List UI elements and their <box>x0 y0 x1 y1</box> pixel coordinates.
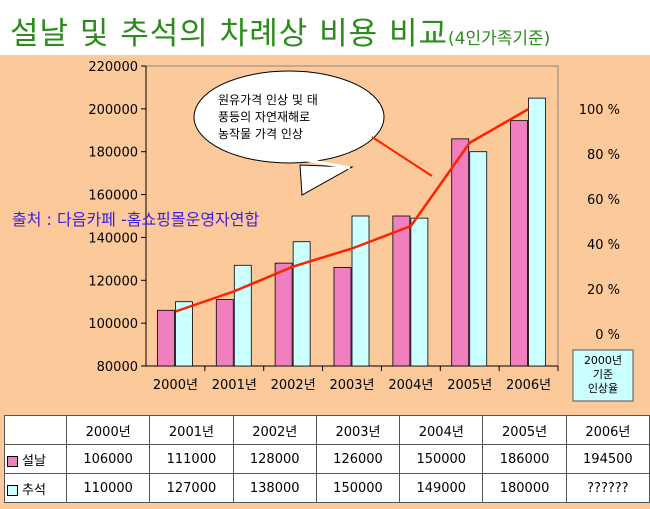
table-header-cell: 2005년 <box>482 415 567 445</box>
x-tick-label: 2006년 <box>506 378 551 393</box>
table-corner-cell <box>3 415 68 445</box>
table-cell: 194500 <box>565 444 650 474</box>
bar-chuseok <box>233 264 252 367</box>
bar-seollal <box>157 309 175 367</box>
row-label-text: 추석 <box>22 482 46 498</box>
title-bar: 설날 및 추석의 차례상 비용 비교(4인가족기준) <box>0 0 650 55</box>
table-cell: 138000 <box>232 473 317 503</box>
data-table-area: 2000년 2001년 2002년 2003년 2004년 2005년 2006… <box>0 402 650 509</box>
bar-chuseok <box>410 217 429 367</box>
y2-tick-label: 20 % <box>587 283 620 298</box>
y2-tick-label: 60 % <box>587 193 620 208</box>
y2-tick-label: 40 % <box>587 238 620 253</box>
y2-tick-label: 80 % <box>587 148 620 163</box>
x-tick-label: 2003년 <box>329 378 374 393</box>
row-label-seollal: 설날 <box>3 444 68 474</box>
y-tick-label: 80000 <box>97 360 138 375</box>
table-cell: 180000 <box>482 473 567 503</box>
table-row: 설날 106000 111000 128000 126000 150000 18… <box>3 444 650 474</box>
table-header-cell: 2006년 <box>565 415 650 445</box>
table-cell: 150000 <box>315 473 401 503</box>
y-tick-label: 100000 <box>88 317 138 332</box>
table-header-row: 2000년 2001년 2002년 2003년 2004년 2005년 2006… <box>3 415 650 445</box>
table-header-cell: 2001년 <box>149 415 234 445</box>
y-tick-label: 160000 <box>88 189 138 204</box>
table-cell: 150000 <box>399 444 484 474</box>
bar-chuseok <box>292 241 311 367</box>
y2-tick-label: 0 % <box>595 328 620 343</box>
chart-area: 80000 100000 120000 140000 160000 180000 20000… <box>0 55 650 402</box>
table-cell: 128000 <box>232 444 317 474</box>
increase-rate-line <box>175 107 530 313</box>
table-header-cell: 2003년 <box>315 415 401 445</box>
right-axis-title-line: 2000년 <box>584 354 622 367</box>
table-header-cell: 2002년 <box>232 415 317 445</box>
bar-seollal <box>215 299 234 367</box>
legend-swatch-chuseok <box>7 484 18 496</box>
chart: 80000 100000 120000 140000 160000 180000 20000… <box>88 60 634 402</box>
x-tick-label: 2002년 <box>271 378 316 393</box>
callout-pointer <box>299 164 354 196</box>
table-cell: 126000 <box>315 444 401 474</box>
table-cell: ?????? <box>565 473 650 503</box>
y-tick-label: 120000 <box>88 274 138 289</box>
x-tick-label: 2000년 <box>153 378 198 393</box>
right-axis-title-line: 인상율 <box>588 382 618 395</box>
table-cell: 106000 <box>66 444 151 474</box>
bar-chuseok <box>469 151 488 367</box>
callout-leader-line <box>371 136 433 177</box>
x-tick-label: 2004년 <box>388 378 433 393</box>
bar-seollal <box>392 215 411 367</box>
data-table: 2000년 2001년 2002년 2003년 2004년 2005년 2006… <box>3 415 650 503</box>
page-title: 설날 및 추석의 차례상 비용 비교(4인가족기준) <box>10 8 550 53</box>
table-header-cell: 2004년 <box>399 415 484 445</box>
table-cell: 110000 <box>66 473 151 503</box>
table-cell: 149000 <box>399 473 484 503</box>
legend-swatch-seollal <box>7 455 18 467</box>
table-row: 추석 110000 127000 138000 150000 149000 18… <box>3 473 650 503</box>
right-axis-title-line: 기준 <box>593 368 613 381</box>
table-cell: 186000 <box>482 444 567 474</box>
bar-seollal <box>333 267 352 367</box>
bar-chuseok <box>351 215 370 367</box>
y2-tick-label: 100 % <box>579 103 620 118</box>
right-axis-title-box <box>572 349 634 402</box>
bar-seollal <box>510 120 528 367</box>
x-tick-label: 2005년 <box>447 378 492 393</box>
table-cell: 127000 <box>149 473 234 503</box>
bar-seollal <box>451 138 470 367</box>
x-tick-label: 2001년 <box>212 378 257 393</box>
y-tick-label: 140000 <box>88 231 138 246</box>
bar-seollal <box>274 262 293 367</box>
row-label-chuseok: 추석 <box>3 473 68 503</box>
table-header-cell: 2000년 <box>66 415 151 445</box>
title-subtitle: (4인가족기준) <box>448 29 551 49</box>
bar-chuseok <box>175 301 193 367</box>
table-cell: 111000 <box>149 444 234 474</box>
callout-text: 원유가격 인상 및 태 풍등의 자연재해로 농작물 가격 인상 <box>218 93 318 141</box>
callout-seam <box>300 157 351 170</box>
title-main: 설날 및 추석의 차례상 비용 비교 <box>10 16 449 52</box>
source-note: 출처 : 다음카페 -홈쇼핑몰운영자연합 <box>12 210 260 229</box>
y-tick-label: 200000 <box>88 103 138 118</box>
callout-bubble <box>193 70 385 164</box>
y-tick-label: 220000 <box>88 60 138 75</box>
y-tick-label: 180000 <box>88 146 138 161</box>
bar-chuseok <box>528 97 546 367</box>
row-label-text: 설날 <box>22 453 46 469</box>
